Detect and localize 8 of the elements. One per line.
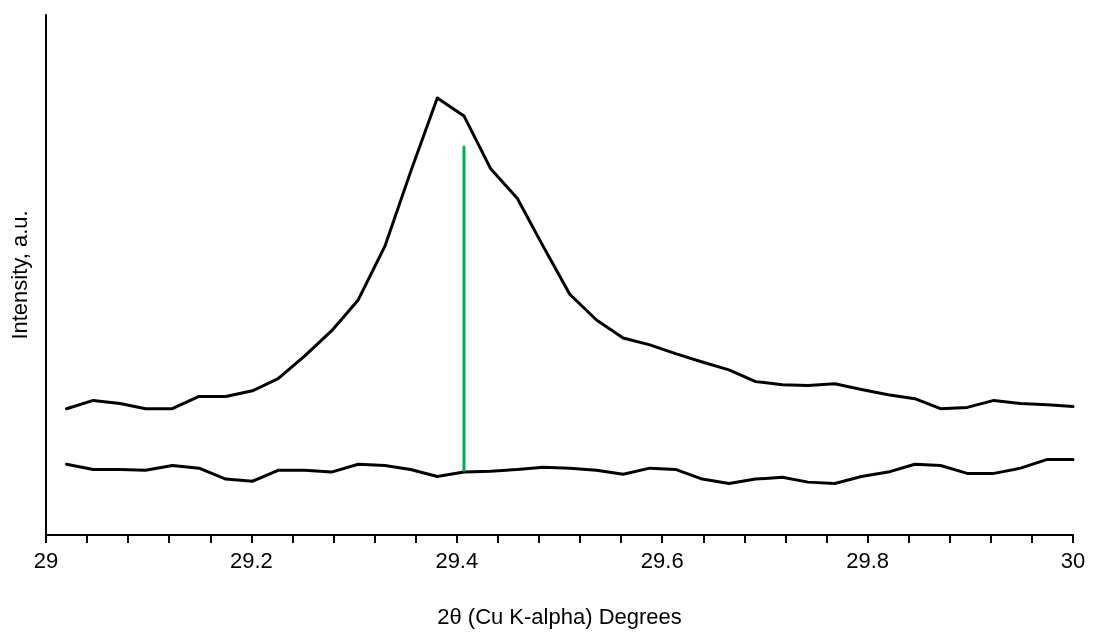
- y-axis-title: Intensity, a.u.: [6, 210, 32, 340]
- x-tick-label: 30: [1060, 547, 1086, 573]
- x-tick-label: 29: [33, 547, 59, 573]
- x-tick-label: 29.8: [846, 547, 890, 573]
- x-tick-label: 29.4: [435, 547, 479, 573]
- x-tick-label: 29.2: [229, 547, 273, 573]
- x-axis-title: 2θ (Cu K-alpha) Degrees: [437, 603, 682, 629]
- x-tick-label: 29.6: [640, 547, 684, 573]
